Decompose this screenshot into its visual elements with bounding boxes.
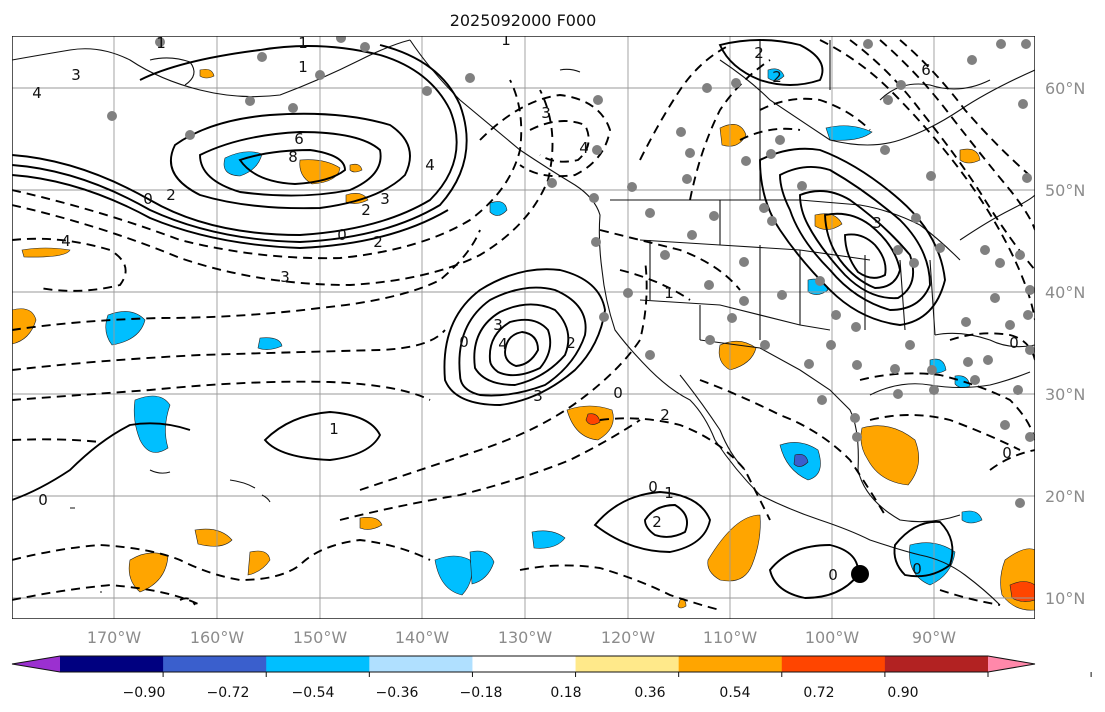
lon-label-90w: 90°W — [912, 628, 956, 647]
station-markers — [107, 36, 1035, 508]
lon-label-100w: 100°W — [805, 628, 860, 647]
contour-label: 1 — [664, 284, 674, 302]
contour-label: 1 — [501, 31, 511, 49]
contour-label: 6 — [294, 130, 304, 148]
lat-label-40n: 40°N — [1045, 283, 1085, 302]
lon-label-170w: 170°W — [87, 628, 142, 647]
contour-label: 1 — [298, 58, 308, 76]
contour-label: 3 — [541, 104, 551, 122]
contour-label: 3 — [280, 268, 290, 286]
contour-label: 3 — [533, 387, 543, 405]
contour-label: 0 — [459, 333, 469, 351]
contour-label: 0 — [337, 226, 347, 244]
contour-label: 8 — [288, 148, 298, 166]
contour-label: 3 — [872, 214, 882, 232]
colorbar-tick-label: 0.72 — [803, 685, 834, 701]
contour-label: 2 — [652, 513, 662, 531]
lat-label-10n: 10°N — [1045, 589, 1085, 608]
lon-label-160w: 160°W — [190, 628, 245, 647]
contour-label: 0 — [1009, 334, 1019, 352]
colorbar-segment — [678, 656, 783, 672]
contour-label: 3 — [380, 190, 390, 208]
contour-label: 2 — [772, 68, 782, 86]
contour-label: 3 — [493, 316, 503, 334]
lat-axis: 10°N 20°N 30°N 40°N 50°N 60°N — [1045, 79, 1085, 608]
lon-label-110w: 110°W — [703, 628, 758, 647]
contours-dashed — [12, 39, 1035, 611]
contour-label: 3 — [71, 66, 81, 84]
colorbar-segment — [369, 656, 473, 672]
contour-label: 0 — [613, 384, 623, 402]
colorbar-segment — [884, 656, 989, 672]
lat-label-50n: 50°N — [1045, 181, 1085, 200]
colorbar-segment — [472, 656, 577, 672]
colorbar-segment — [12, 656, 60, 672]
colorbar-segment — [781, 656, 886, 672]
contour-label: 2 — [660, 406, 670, 424]
contour-label: 4 — [61, 232, 71, 250]
colorbar-segment — [988, 656, 1035, 672]
contour-label: 2 — [373, 233, 383, 251]
colorbar-tick-label: 0.36 — [634, 685, 665, 701]
contour-label: 0 — [38, 491, 48, 509]
lon-label-150w: 150°W — [293, 628, 348, 647]
contour-label: 6 — [921, 61, 931, 79]
contour-label: 0 — [912, 560, 922, 578]
colorbar-segment — [575, 656, 680, 672]
lat-label-20n: 20°N — [1045, 487, 1085, 506]
lon-axis: 170°W 160°W 150°W 140°W 130°W 120°W 110°… — [87, 628, 956, 647]
contour-label: 1 — [156, 34, 166, 52]
colorbar-tick-label: −0.90 — [123, 685, 166, 701]
lat-label-30n: 30°N — [1045, 385, 1085, 404]
lon-label-130w: 130°W — [498, 628, 553, 647]
colorbar-outline — [11, 655, 1036, 673]
colorbar-segment — [266, 656, 370, 672]
contour-label: 0 — [648, 478, 658, 496]
contour-label: 1 — [329, 420, 339, 438]
contours-solid — [12, 39, 954, 599]
colorbar-tick-label: 0.18 — [550, 685, 581, 701]
colorbar-tick-label: −0.54 — [292, 685, 335, 701]
contour-label: 0 — [828, 566, 838, 584]
contour-label: 4 — [425, 156, 435, 174]
contour-label: 2 — [361, 201, 371, 219]
contour-label: 1 — [298, 34, 308, 52]
colorbar-tick-label: 0.54 — [719, 685, 750, 701]
map-area: 1 1 1 3 4 2 2 6 8 4 2 3 0 2 2 0 4 3 4 3 … — [12, 31, 1035, 619]
lon-label-140w: 140°W — [395, 628, 450, 647]
contour-label: 2 — [754, 44, 764, 62]
colorbar-tick-label: −0.36 — [376, 685, 419, 701]
lat-label-60n: 60°N — [1045, 79, 1085, 98]
colorbar-tick-label: −0.72 — [207, 685, 250, 701]
colorbar-tick-label: 0.90 — [887, 685, 918, 701]
marker-dot — [851, 565, 869, 583]
colorbar-segment — [60, 656, 164, 672]
shaded-anomalies — [12, 68, 1035, 611]
colorbar-ticks — [162, 672, 1092, 677]
contour-label: 2 — [566, 334, 576, 352]
map-title: 2025092000 F000 — [450, 11, 597, 30]
colorbar-segment — [163, 656, 267, 672]
lon-label-120w: 120°W — [601, 628, 656, 647]
contour-label: 4 — [498, 335, 508, 353]
contour-label: 4 — [32, 84, 42, 102]
contour-label: 0 — [143, 190, 153, 208]
contour-label: 2 — [166, 186, 176, 204]
colorbar-tick-label: −0.18 — [460, 685, 503, 701]
colorbar: −0.90 −0.72 −0.54 −0.36 −0.18 0.18 0.36 … — [11, 655, 1092, 701]
contour-label: 1 — [664, 484, 674, 502]
contour-label: 4 — [579, 139, 589, 157]
contour-labels: 1 1 1 3 4 2 2 6 8 4 2 3 0 2 2 0 4 3 4 3 … — [32, 31, 1019, 584]
contour-label: 0 — [1002, 444, 1012, 462]
